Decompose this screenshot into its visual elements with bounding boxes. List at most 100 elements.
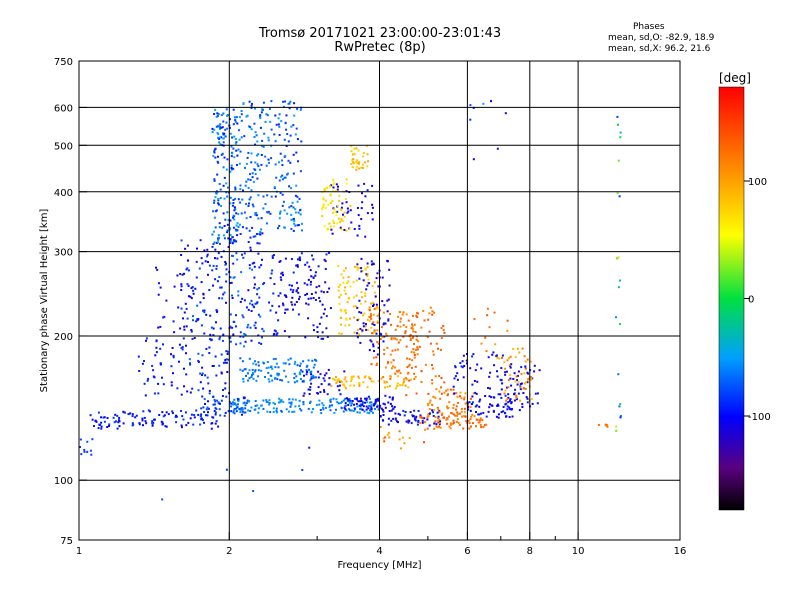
data-point xyxy=(410,366,413,369)
data-point xyxy=(403,378,406,381)
data-point xyxy=(494,343,497,346)
data-point xyxy=(259,315,262,318)
data-point xyxy=(213,113,216,115)
data-point xyxy=(360,267,363,270)
data-point xyxy=(242,402,245,405)
data-point xyxy=(296,107,299,110)
data-point xyxy=(244,166,246,169)
data-point xyxy=(372,356,375,359)
data-point xyxy=(456,414,458,417)
data-point xyxy=(356,161,359,164)
data-point xyxy=(462,427,465,430)
data-point xyxy=(205,408,208,411)
data-point xyxy=(356,266,359,269)
data-point xyxy=(237,225,240,228)
data-point xyxy=(321,331,324,334)
data-point xyxy=(254,369,257,372)
data-point xyxy=(297,258,299,261)
data-point xyxy=(297,291,300,294)
data-point xyxy=(325,253,328,256)
data-point xyxy=(245,374,247,377)
data-point xyxy=(366,411,369,414)
data-point xyxy=(269,411,272,414)
data-point xyxy=(155,346,158,349)
data-point xyxy=(364,235,367,238)
data-point xyxy=(275,362,278,365)
data-point xyxy=(278,217,281,220)
data-point xyxy=(201,262,204,265)
data-point xyxy=(155,351,158,354)
data-point xyxy=(366,145,369,147)
data-point xyxy=(214,355,217,358)
data-point xyxy=(369,313,372,315)
data-point xyxy=(317,376,320,379)
data-point xyxy=(221,152,224,155)
data-point xyxy=(200,413,203,416)
data-point xyxy=(345,409,348,412)
data-point xyxy=(291,303,294,306)
data-point xyxy=(208,392,211,395)
data-point xyxy=(339,283,342,286)
data-point xyxy=(455,420,458,423)
data-point xyxy=(260,111,263,114)
data-point xyxy=(363,376,366,379)
data-point xyxy=(310,280,312,283)
data-point xyxy=(237,294,240,297)
data-point xyxy=(453,421,455,424)
data-point xyxy=(618,195,621,198)
data-point xyxy=(469,104,472,107)
data-point xyxy=(158,282,160,285)
data-point xyxy=(386,362,389,365)
data-point xyxy=(251,374,253,377)
data-point xyxy=(244,184,247,187)
data-point xyxy=(238,408,241,410)
data-point xyxy=(199,423,202,426)
data-point xyxy=(501,356,504,359)
colorbar-tick-label: 0 xyxy=(748,295,754,306)
data-point xyxy=(307,297,310,300)
data-point xyxy=(200,257,203,260)
data-point xyxy=(250,339,253,342)
data-point xyxy=(357,167,360,170)
data-point xyxy=(218,222,221,225)
data-point xyxy=(381,336,384,338)
data-point xyxy=(294,224,297,227)
data-point xyxy=(438,418,441,421)
data-point xyxy=(302,401,305,403)
data-point xyxy=(335,408,337,411)
data-point xyxy=(200,417,203,420)
data-point xyxy=(343,215,346,218)
data-point xyxy=(222,361,225,364)
data-point xyxy=(296,380,299,382)
data-point xyxy=(382,419,385,422)
data-point xyxy=(218,336,221,339)
data-point xyxy=(293,219,296,222)
data-point xyxy=(273,133,276,136)
data-point xyxy=(324,281,327,284)
data-point xyxy=(395,338,398,341)
data-point xyxy=(370,401,373,404)
colorbar xyxy=(718,86,745,511)
data-point xyxy=(333,225,336,228)
data-point xyxy=(230,405,233,408)
data-point xyxy=(472,353,475,356)
data-point xyxy=(382,323,385,326)
data-point xyxy=(234,403,237,406)
data-point xyxy=(234,186,237,189)
data-point xyxy=(296,364,299,367)
data-point xyxy=(424,363,427,366)
data-point xyxy=(278,305,281,308)
data-point xyxy=(359,408,362,411)
data-point xyxy=(352,153,354,156)
data-point xyxy=(344,404,347,407)
data-point xyxy=(171,410,174,413)
data-point xyxy=(142,410,145,413)
data-point xyxy=(458,423,461,426)
data-point xyxy=(402,382,405,385)
data-point xyxy=(235,141,238,144)
data-point xyxy=(344,286,347,289)
data-point xyxy=(317,370,320,373)
data-point xyxy=(387,417,390,420)
data-point xyxy=(412,336,414,339)
